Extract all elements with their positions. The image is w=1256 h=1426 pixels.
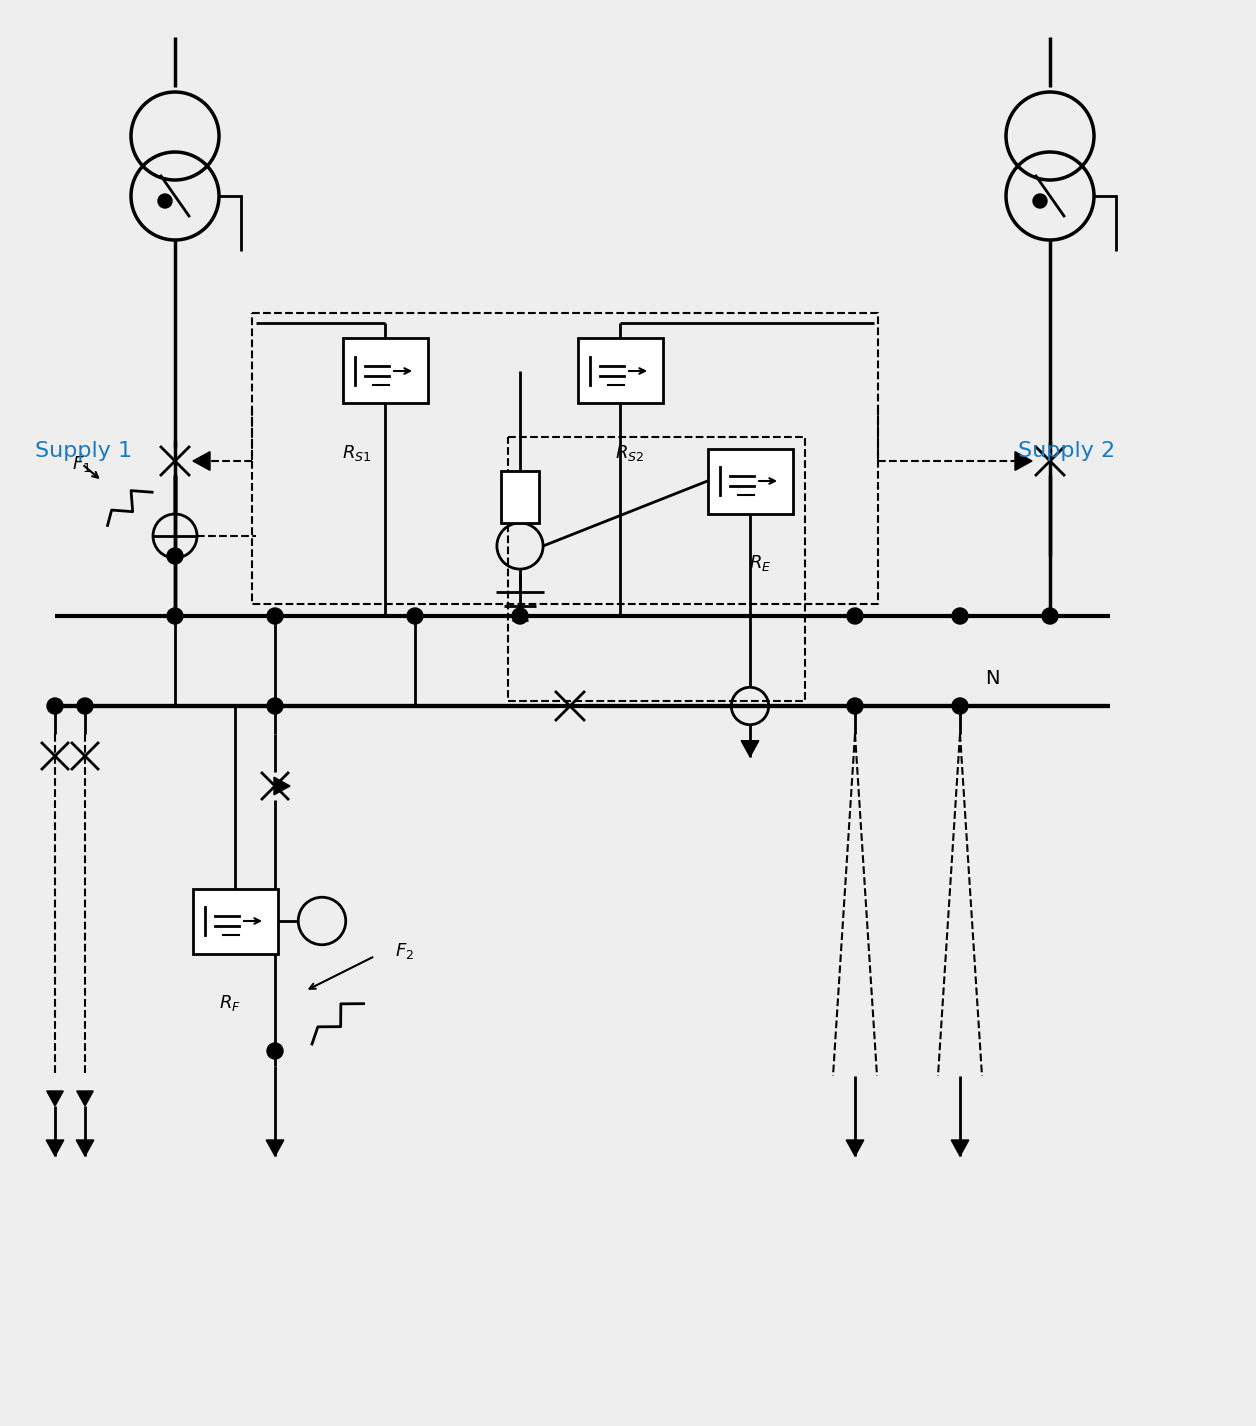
Polygon shape bbox=[77, 1139, 94, 1156]
Circle shape bbox=[847, 607, 863, 625]
Text: $F_1$: $F_1$ bbox=[73, 453, 92, 473]
Bar bbox=[192, 888, 278, 954]
Bar bbox=[501, 471, 539, 523]
Polygon shape bbox=[193, 452, 210, 471]
Polygon shape bbox=[46, 1091, 63, 1107]
Circle shape bbox=[512, 607, 528, 625]
Circle shape bbox=[167, 607, 183, 625]
Polygon shape bbox=[951, 1139, 968, 1156]
Circle shape bbox=[1042, 607, 1058, 625]
Polygon shape bbox=[1015, 452, 1032, 471]
Text: $R_{S1}$: $R_{S1}$ bbox=[343, 443, 372, 463]
Bar bbox=[707, 449, 793, 513]
Polygon shape bbox=[741, 740, 759, 757]
Polygon shape bbox=[266, 1139, 284, 1156]
Text: $R_E$: $R_E$ bbox=[749, 553, 771, 573]
Polygon shape bbox=[847, 1139, 864, 1156]
Circle shape bbox=[847, 697, 863, 714]
Circle shape bbox=[46, 697, 63, 714]
Text: N: N bbox=[985, 669, 1000, 687]
Text: $F_2$: $F_2$ bbox=[396, 941, 414, 961]
Circle shape bbox=[268, 607, 283, 625]
Text: Supply 1: Supply 1 bbox=[35, 441, 132, 461]
Bar bbox=[578, 338, 662, 404]
Circle shape bbox=[158, 194, 172, 208]
Polygon shape bbox=[77, 1091, 93, 1107]
Circle shape bbox=[268, 1042, 283, 1060]
Text: $R_F$: $R_F$ bbox=[219, 992, 241, 1012]
Circle shape bbox=[407, 607, 423, 625]
Polygon shape bbox=[46, 1139, 64, 1156]
Circle shape bbox=[952, 607, 968, 625]
Polygon shape bbox=[274, 777, 290, 794]
Bar bbox=[343, 338, 427, 404]
Text: Supply 2: Supply 2 bbox=[1017, 441, 1115, 461]
Circle shape bbox=[952, 697, 968, 714]
Circle shape bbox=[167, 548, 183, 565]
Circle shape bbox=[77, 697, 93, 714]
Circle shape bbox=[1032, 194, 1048, 208]
Text: $R_{S2}$: $R_{S2}$ bbox=[615, 443, 644, 463]
Circle shape bbox=[268, 697, 283, 714]
